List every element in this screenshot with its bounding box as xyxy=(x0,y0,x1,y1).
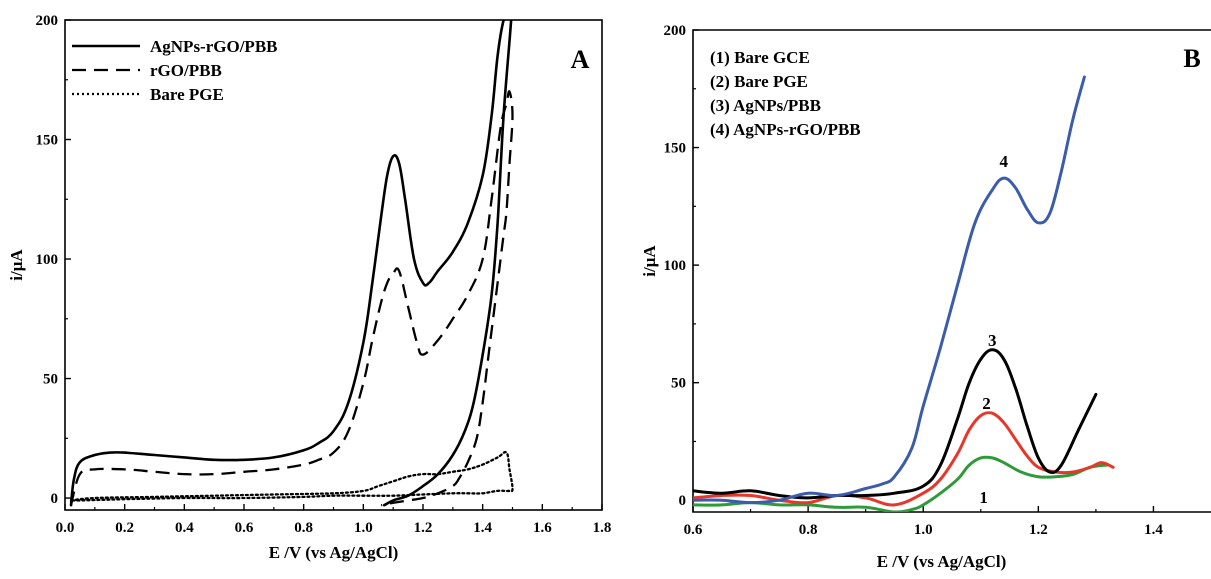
series-line-a-2 xyxy=(69,90,514,507)
x-tick-label-b: 1.2 xyxy=(1029,522,1048,538)
legend-label-a-1: AgNPs-rGO/PBB xyxy=(150,37,278,56)
x-tick-label-a: 1.2 xyxy=(414,520,433,536)
curve-number-label-4: 4 xyxy=(1000,152,1009,171)
x-tick-label-b: 0.8 xyxy=(799,522,818,538)
y-tick-label-a: 50 xyxy=(43,372,58,388)
legend-label-b-3: (3) AgNPs/PBB xyxy=(710,96,821,115)
x-tick-label-b: 1.4 xyxy=(1144,522,1163,538)
y-tick-label-b: 100 xyxy=(664,258,687,274)
y-tick-label-a: 150 xyxy=(36,133,59,149)
x-tick-label-a: 0.0 xyxy=(56,520,75,536)
x-tick-label-a: 0.2 xyxy=(115,520,134,536)
y-axis-label-a: i/μA xyxy=(7,249,26,281)
x-axis-label-b: E /V (vs Ag/AgCl) xyxy=(877,552,1007,571)
series-line-b-2 xyxy=(693,411,1115,507)
legend-label-b-2: (2) Bare PGE xyxy=(710,72,808,91)
y-tick-label-b: 150 xyxy=(664,141,687,157)
legend-label-a-2: rGO/PBB xyxy=(150,61,222,80)
y-tick-label-b: 50 xyxy=(671,376,686,392)
plot-frame-a xyxy=(64,19,603,511)
x-tick-label-b: 0.6 xyxy=(684,522,703,538)
y-tick-label-b: 200 xyxy=(664,23,687,39)
legend-label-b-4: (4) AgNPs-rGO/PBB xyxy=(710,120,861,139)
y-tick-label-a: 200 xyxy=(36,13,59,29)
series-line-b-4 xyxy=(693,75,1086,505)
series-line-a-1 xyxy=(69,20,513,507)
y-tick-label-b: 0 xyxy=(679,493,687,509)
panel-b: 0.6 0.8 1.0 1.2 1.4 0 50 100 150 200 E /V (vs Ag/A… xyxy=(640,23,1211,571)
x-tick-label-a: 1.8 xyxy=(593,520,612,536)
panel-label-b: B xyxy=(1183,44,1200,73)
panel-label-a: A xyxy=(571,45,590,74)
curve-number-label-2: 2 xyxy=(982,394,991,413)
legend-label-b-1: (1) Bare GCE xyxy=(710,48,810,67)
curve-number-label-3: 3 xyxy=(988,331,997,350)
x-tick-label-b: 1.0 xyxy=(914,522,933,538)
x-axis-label-a: E /V (vs Ag/AgCl) xyxy=(269,543,399,562)
x-tick-label-a: 1.4 xyxy=(473,520,492,536)
series-line-b-1 xyxy=(693,455,1109,512)
curve-number-label-1: 1 xyxy=(979,488,988,507)
y-tick-label-a: 0 xyxy=(51,491,59,507)
x-tick-label-a: 0.6 xyxy=(235,520,254,536)
panel-a: 0.0 0.2 0.4 0.6 0.8 1.0 1.2 1.4 1.6 1.8 0 50 100 150 2… xyxy=(7,13,612,562)
series-line-a-3 xyxy=(69,450,514,502)
x-tick-label-a: 0.8 xyxy=(294,520,313,536)
legend-label-a-3: Bare PGE xyxy=(150,85,224,104)
x-tick-label-a: 0.4 xyxy=(175,520,194,536)
y-tick-label-a: 100 xyxy=(36,252,59,268)
x-tick-label-a: 1.6 xyxy=(533,520,552,536)
x-tick-label-a: 1.0 xyxy=(354,520,373,536)
plot-frame-b xyxy=(692,29,1211,513)
y-axis-label-b: i/μA xyxy=(640,245,659,277)
